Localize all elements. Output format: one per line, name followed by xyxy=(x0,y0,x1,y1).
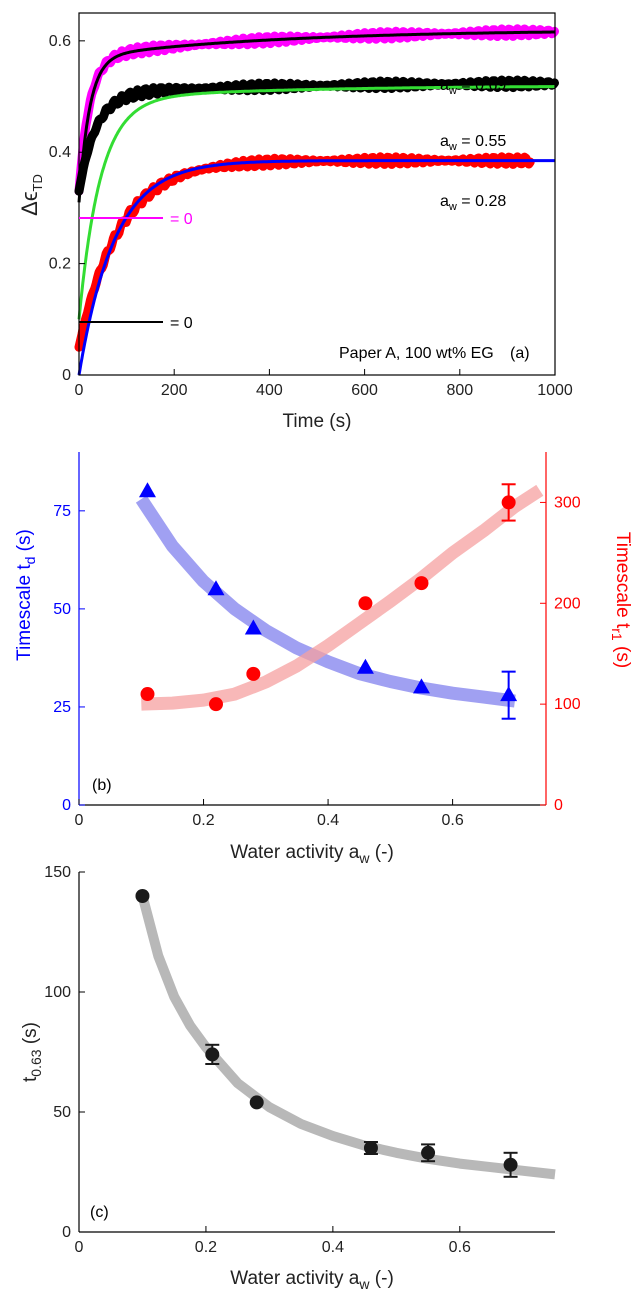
timescale-tr1-point xyxy=(414,576,429,591)
right-y-tick-label: 300 xyxy=(554,494,581,511)
zero-marker-label-magenta: = 0 xyxy=(170,211,193,228)
panel-b-left-axis-label: Timescale td (s) xyxy=(14,529,38,661)
panel-a: 0 200 400 600 800 1000 0 0.2 0.4 0.6 Time (s) ΔϵT… xyxy=(17,12,573,432)
panel-a-x-axis-label: Time (s) xyxy=(283,411,352,432)
panel-c-label: (c) xyxy=(90,1204,109,1221)
right-y-tick-label: 0 xyxy=(554,797,563,814)
timescale-td-point xyxy=(138,482,156,498)
x-tick-label: 400 xyxy=(256,382,283,399)
x-tick-label: 0 xyxy=(75,1239,84,1256)
fit-curve xyxy=(137,894,556,1180)
panel-c-y-axis-label: t0.63 (s) xyxy=(20,1022,44,1082)
timescale-tr1-point xyxy=(140,687,155,702)
panel-c-plot-area xyxy=(135,889,556,1180)
left-y-tick-label: 50 xyxy=(53,601,71,618)
aw-label-055: aw = 0.55 xyxy=(440,133,506,153)
panel-c: 0 0.2 0.4 0.6 0 50 100 150 (c) Water activity a… xyxy=(20,864,556,1292)
right-y-tick-label: 100 xyxy=(554,696,581,713)
t063-point xyxy=(135,889,150,903)
x-tick-label: 0.2 xyxy=(195,1239,217,1256)
panel-b-ticks: 0 0.2 0.4 0.6 0 25 50 75 0 100 200 300 xyxy=(53,494,581,829)
x-tick-label: 1000 xyxy=(537,382,573,399)
panel-a-frame xyxy=(78,12,556,376)
y-tick-label: 0 xyxy=(62,1224,71,1241)
y-tick-label: 0.6 xyxy=(49,33,71,50)
panel-a-label: (a) xyxy=(510,345,530,362)
y-tick-label: 50 xyxy=(53,1104,71,1121)
timescale-td-point xyxy=(356,658,374,674)
timescale-tr1-point xyxy=(246,666,261,681)
left-y-tick-label: 0 xyxy=(62,797,71,814)
panel-a-plot-area xyxy=(74,24,559,376)
t063-point xyxy=(363,1141,378,1155)
y-tick-label: 100 xyxy=(44,984,71,1001)
panel-b-right-axis-label: Timescale tr1 (s) xyxy=(609,532,633,668)
panel-b-plot-area xyxy=(135,482,544,720)
measured-series-4 xyxy=(74,152,535,352)
x-tick-label: 0.4 xyxy=(322,1239,344,1256)
y-tick-label: 0.4 xyxy=(49,144,71,161)
fit-curve-right xyxy=(141,484,544,711)
left-y-tick-label: 25 xyxy=(53,699,71,716)
fit-series-1 xyxy=(77,30,555,203)
timescale-tr1-point xyxy=(208,697,223,712)
x-tick-label: 0 xyxy=(75,812,84,829)
x-tick-label: 0.6 xyxy=(441,812,463,829)
panel-b-x-axis-label: Water activity aw (-) xyxy=(230,842,394,866)
timescale-td-point xyxy=(412,678,430,694)
right-y-tick-label: 200 xyxy=(554,595,581,612)
zero-marker-label-black: = 0 xyxy=(170,315,193,332)
panel-c-ticks: 0 0.2 0.4 0.6 0 50 100 150 xyxy=(44,864,471,1256)
fit-series-5 xyxy=(77,159,555,376)
y-tick-label: 0 xyxy=(62,367,71,384)
t063-point xyxy=(421,1145,436,1160)
panel-c-x-axis-label: Water activity aw (-) xyxy=(230,1268,394,1292)
x-tick-label: 200 xyxy=(161,382,188,399)
x-tick-label: 0.4 xyxy=(317,812,339,829)
panel-b-label: (b) xyxy=(92,777,112,794)
timescale-td-point xyxy=(244,619,262,635)
panel-b: 0 0.2 0.4 0.6 0 25 50 75 0 100 200 300 (b) Water ac… xyxy=(14,452,633,866)
y-tick-label: 150 xyxy=(44,864,71,881)
timescale-tr1-point xyxy=(358,596,373,611)
x-tick-label: 800 xyxy=(446,382,473,399)
aw-label-069: aw = 0.69 xyxy=(440,77,506,97)
x-tick-label: 0.2 xyxy=(192,812,214,829)
x-tick-label: 0 xyxy=(75,382,84,399)
left-y-tick-label: 75 xyxy=(53,503,71,520)
panel-a-ticks: 0 200 400 600 800 1000 0 0.2 0.4 0.6 xyxy=(49,33,573,399)
aw-label-028: aw = 0.28 xyxy=(440,193,506,213)
panel-a-caption: Paper A, 100 wt% EG xyxy=(339,345,494,362)
y-tick-label: 0.2 xyxy=(49,256,71,273)
panel-a-y-axis-label: ΔϵTD xyxy=(17,174,45,216)
fit-series-3 xyxy=(77,85,555,320)
x-tick-label: 600 xyxy=(351,382,378,399)
t063-point xyxy=(249,1095,264,1110)
x-tick-label: 0.6 xyxy=(449,1239,471,1256)
timescale-td-point xyxy=(207,580,225,596)
t063-point xyxy=(205,1047,220,1062)
fit-curve-left xyxy=(135,495,516,708)
t063-point xyxy=(503,1157,518,1172)
